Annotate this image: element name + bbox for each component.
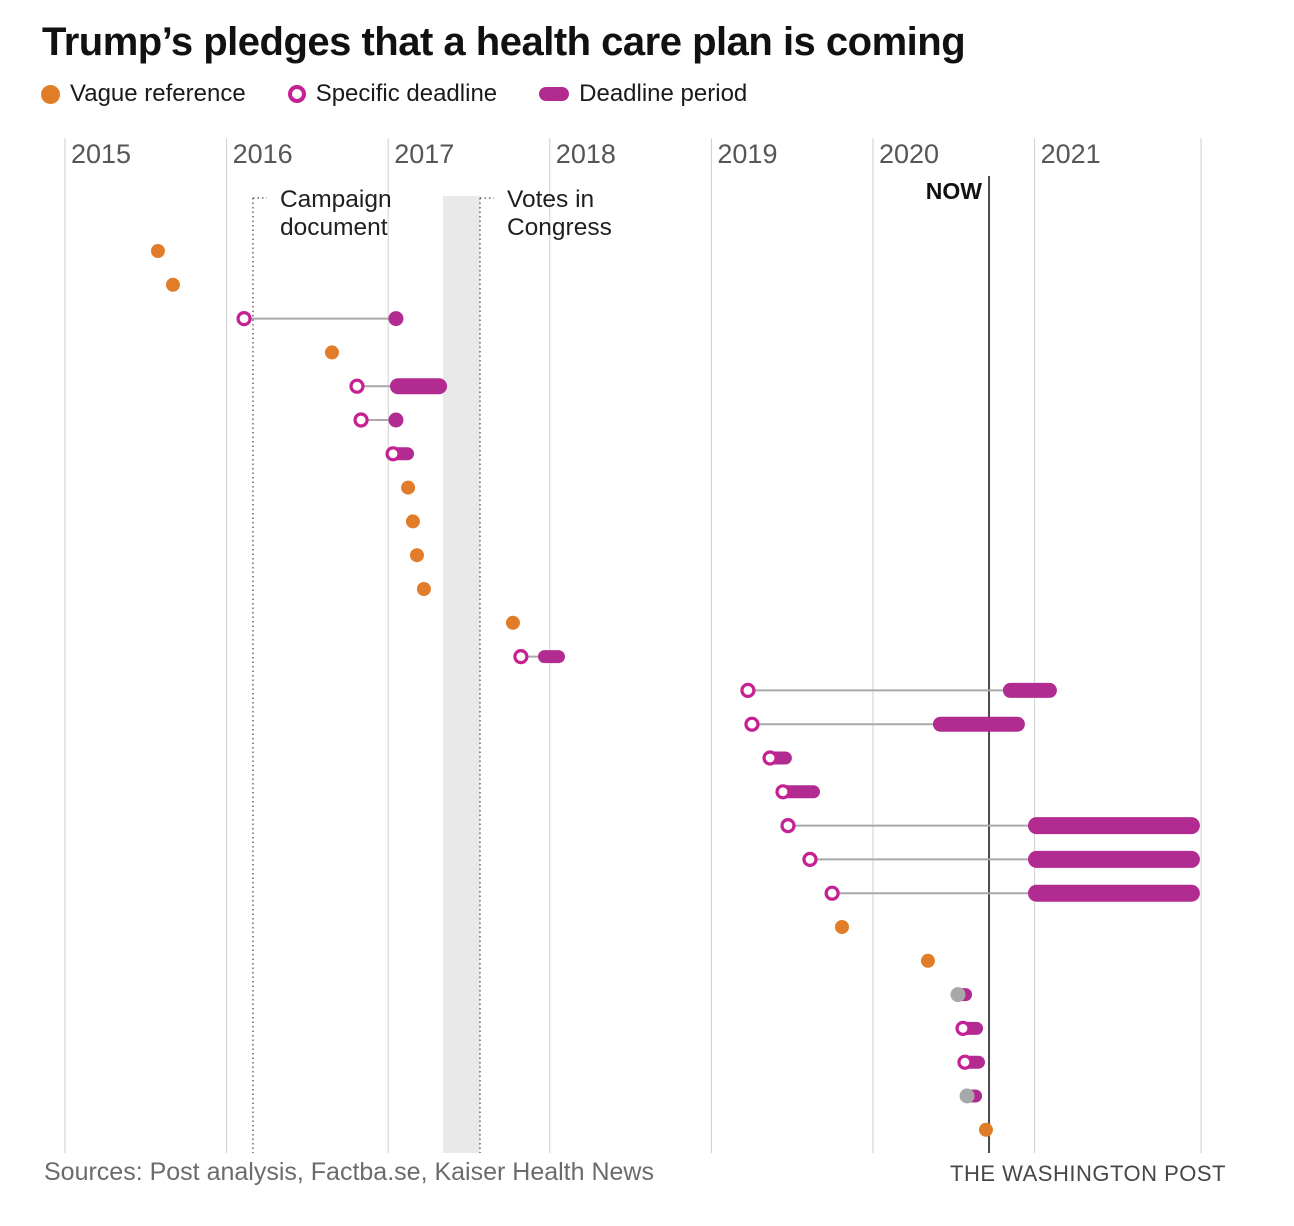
vague-reference-dot xyxy=(978,1122,993,1137)
timeline-row-13 xyxy=(740,682,1057,699)
legend-item-deadline-period: Deadline period xyxy=(539,80,747,108)
specific-deadline-ring-icon xyxy=(287,85,306,103)
vague-reference-dot xyxy=(416,582,431,596)
specific-deadline-circle xyxy=(762,750,778,766)
timeline-row-11 xyxy=(505,615,520,630)
axis-label-2021: 2021 xyxy=(1041,139,1101,169)
vague-reference-dot xyxy=(409,548,424,563)
timeline-row-0 xyxy=(150,244,165,258)
specific-deadline-circle xyxy=(824,885,840,901)
timeline-row-1 xyxy=(165,277,180,292)
axis-label-2015: 2015 xyxy=(71,139,131,169)
deadline-period-bar xyxy=(779,785,820,799)
timeline-row-23 xyxy=(955,1020,984,1037)
vague-reference-dot xyxy=(401,480,416,495)
legend-item-specific-deadline: Specific deadline xyxy=(287,80,498,108)
vague-reference-dot xyxy=(405,514,420,529)
sources-note: Sources: Post analysis, Factba.se, Kaise… xyxy=(44,1158,654,1186)
timeline-row-3 xyxy=(324,345,339,360)
passed-deadline-dot xyxy=(950,987,966,1003)
vague-reference-dot xyxy=(150,244,165,258)
specific-deadline-circle xyxy=(955,1020,971,1037)
legend-item-vague-reference: Vague reference xyxy=(41,80,246,108)
timeline-row-8 xyxy=(405,514,420,529)
specific-deadline-circle xyxy=(957,1054,973,1070)
vague-reference-dot xyxy=(505,615,520,630)
axis-label-2016: 2016 xyxy=(233,139,293,169)
passed-deadline-dot xyxy=(959,1088,975,1104)
timeline-row-14 xyxy=(744,716,1025,732)
vague-reference-dot xyxy=(165,277,180,292)
timeline-row-12 xyxy=(513,648,565,665)
legend: Vague reference Specific deadline Deadli… xyxy=(41,80,747,108)
timeline-row-17 xyxy=(780,817,1200,835)
deadline-period-bar xyxy=(1027,850,1200,868)
vague-reference-dot-icon xyxy=(41,84,60,104)
deadline-period-bar xyxy=(1027,817,1200,835)
annotation-band-votes-in-congress xyxy=(442,196,480,1153)
timeline-row-6 xyxy=(385,446,415,462)
legend-label: Deadline period xyxy=(579,80,748,107)
specific-deadline-circle xyxy=(744,716,760,732)
timeline-row-7 xyxy=(401,480,416,495)
legend-label: Vague reference xyxy=(70,80,246,107)
specific-deadline-circle xyxy=(740,682,756,699)
annotation-label-campaign-document: Campaign document xyxy=(280,186,392,241)
specific-deadline-circle xyxy=(385,446,401,462)
timeline-row-21 xyxy=(920,953,935,968)
axis-label-2018: 2018 xyxy=(556,139,616,169)
deadline-period-bar xyxy=(932,716,1025,732)
timeline-row-25 xyxy=(959,1088,983,1104)
axis-label-2020: 2020 xyxy=(879,139,939,169)
specific-deadline-circle xyxy=(349,378,365,394)
timeline-row-18 xyxy=(802,850,1200,868)
timeline-row-10 xyxy=(416,582,431,596)
annotation-label-votes-in-congress: Votes in Congress xyxy=(507,186,612,241)
timeline-row-4 xyxy=(349,378,448,395)
publisher-credit: THE WASHINGTON POST xyxy=(950,1161,1226,1186)
deadline-period-pill-icon xyxy=(539,87,570,101)
vague-reference-dot xyxy=(834,920,849,934)
deadline-period-bar xyxy=(1027,884,1200,902)
timeline-row-5 xyxy=(353,412,404,428)
specific-deadline-circle xyxy=(353,412,369,428)
specific-deadline-circle xyxy=(775,784,791,800)
now-label: NOW xyxy=(926,178,983,204)
legend-label: Specific deadline xyxy=(315,80,498,107)
timeline-row-2 xyxy=(236,311,404,327)
deadline-period-bar xyxy=(538,650,565,664)
deadline-period-bar xyxy=(389,378,448,395)
deadline-end-dot xyxy=(388,412,404,428)
vague-reference-dot xyxy=(324,345,339,360)
vague-reference-dot xyxy=(920,953,935,968)
timeline-row-20 xyxy=(834,920,849,934)
timeline-row-22 xyxy=(950,987,973,1003)
timeline-row-26 xyxy=(978,1122,993,1137)
timeline-row-15 xyxy=(762,750,792,766)
specific-deadline-circle xyxy=(236,311,252,327)
timeline-row-19 xyxy=(824,884,1200,902)
timeline-row-16 xyxy=(775,784,820,800)
timeline-row-9 xyxy=(409,548,424,563)
axis-label-2019: 2019 xyxy=(717,139,777,169)
specific-deadline-circle xyxy=(780,817,796,834)
axis-label-2017: 2017 xyxy=(394,139,454,169)
specific-deadline-circle xyxy=(802,851,818,868)
timeline-row-24 xyxy=(957,1054,985,1070)
specific-deadline-circle xyxy=(513,648,529,665)
deadline-end-dot xyxy=(388,311,404,327)
chart-title: Trump’s pledges that a health care plan … xyxy=(42,20,966,64)
deadline-period-bar xyxy=(1002,682,1057,698)
